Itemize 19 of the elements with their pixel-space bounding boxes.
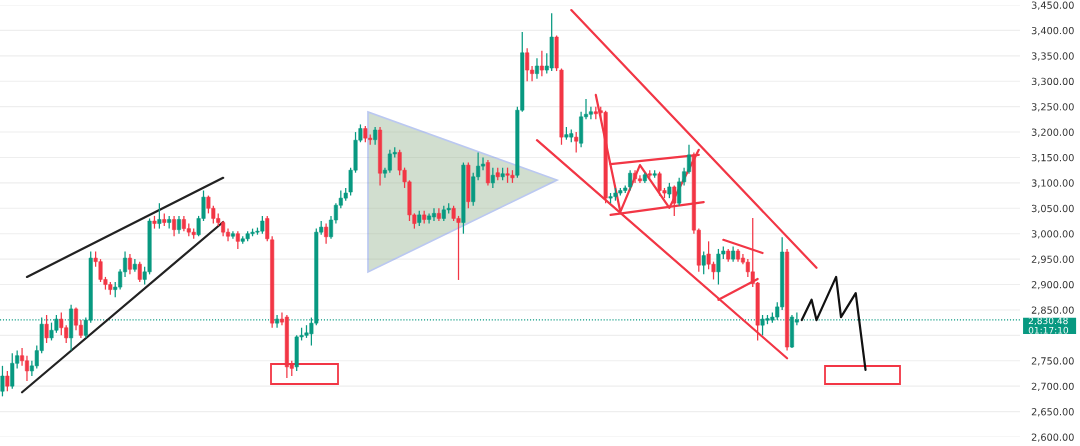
- y-tick-label: 3,350.00: [1031, 52, 1074, 61]
- y-tick-label: 3,300.00: [1031, 77, 1074, 87]
- y-tick-label: 3,100.00: [1031, 179, 1074, 188]
- y-tick-label: 2,750.00: [1031, 357, 1074, 366]
- y-tick-label: 2,950.00: [1031, 255, 1074, 264]
- y-tick-label: 2,650.00: [1031, 408, 1074, 417]
- ref-line-label: 2,830.48: [1028, 317, 1068, 326]
- y-tick-label: 3,250.00: [1031, 103, 1074, 112]
- y-tick-label: 3,050.00: [1031, 204, 1074, 214]
- y-tick-label: 3,400.00: [1031, 26, 1074, 36]
- y-tick-label: 3,000.00: [1031, 230, 1074, 239]
- y-tick-label: 3,450.00: [1031, 1, 1074, 10]
- text: 01:17:10: [1028, 326, 1069, 334]
- y-tick-label: 2,850.00: [1031, 306, 1074, 315]
- y-tick-label: 3,150.00: [1031, 153, 1074, 163]
- y-tick-label: 2,600.00: [1031, 433, 1074, 442]
- y-tick-label: 2,900.00: [1031, 281, 1074, 290]
- y-tick-label: 2,700.00: [1031, 382, 1074, 391]
- y-tick-label: 3,200.00: [1031, 128, 1074, 137]
